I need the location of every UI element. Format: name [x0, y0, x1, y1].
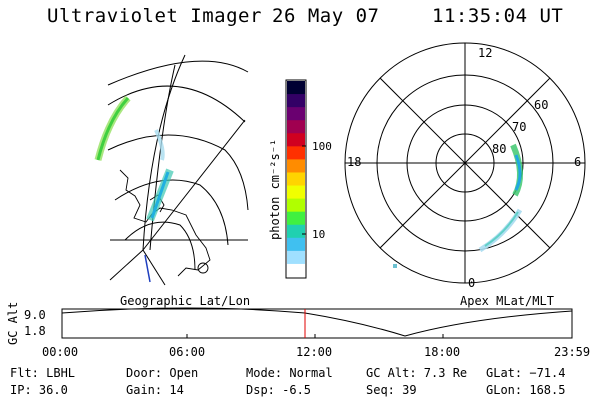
colorbar-segment — [287, 263, 305, 278]
timeline-xtick-0600: 06:00 — [169, 345, 206, 359]
geographic-panel-title: Geographic Lat/Lon — [120, 294, 251, 308]
lat-circle — [107, 134, 249, 211]
lat-label-60: 60 — [534, 98, 549, 112]
colorbar-tick-10: 10 — [312, 228, 326, 241]
colorbar-segment — [287, 250, 305, 265]
ice-shelf — [197, 262, 209, 274]
limb-arc — [107, 60, 249, 86]
colorbar-segment — [287, 185, 305, 200]
seq-field: Seq: 39 — [366, 383, 417, 397]
lat-circle — [124, 221, 196, 271]
timeline-ytick-min: 1.8 — [24, 324, 46, 338]
mlt-label-0: 0 — [468, 276, 476, 290]
mlt-label-18: 18 — [347, 155, 362, 169]
auroral-emission-polar — [393, 143, 523, 268]
colorbar — [285, 79, 307, 279]
mlt-diagonal — [379, 77, 551, 249]
timeline-ytick-max: 9.0 — [24, 308, 46, 322]
dsp-field: Dsp: -6.5 — [246, 383, 312, 397]
auroral-emission-geo — [94, 95, 174, 283]
gc-alt-field: GC Alt: 7.3 Re — [366, 366, 468, 380]
filter-field: Flt: LBHL — [10, 366, 76, 380]
lat-label-80: 80 — [492, 142, 507, 156]
meridian — [109, 249, 144, 281]
timeline-xtick-2359: 23:59 — [554, 345, 591, 359]
timeline-ylabel: GC Alt — [6, 301, 20, 345]
altitude-timeline — [61, 307, 573, 339]
timeline-xtick-1200: 12:00 — [296, 345, 333, 359]
coastline — [119, 169, 211, 277]
colorbar-segment — [287, 224, 305, 239]
colorbar-label: photon cm⁻²s⁻¹ — [268, 138, 282, 240]
instrument-title: Ultraviolet Imager — [47, 5, 262, 27]
timeline-xtick-1800: 18:00 — [424, 345, 461, 359]
mode-field: Mode: Normal — [246, 366, 333, 380]
door-field: Door: Open — [126, 366, 199, 380]
colorbar-segment — [287, 211, 305, 226]
colorbar-segment — [287, 198, 305, 213]
observation-time: 11:35:04 UT — [432, 5, 564, 27]
colorbar-segment — [287, 81, 305, 95]
timeline-xtick-0000: 00:00 — [42, 345, 79, 359]
colorbar-segment — [287, 107, 305, 121]
glat-field: GLat: −71.4 — [486, 366, 566, 380]
colorbar-segment — [287, 133, 305, 147]
colorbar-segment — [287, 159, 305, 173]
geographic-map — [107, 54, 249, 286]
colorbar-segment — [287, 120, 305, 134]
lat-label-70: 70 — [512, 120, 527, 134]
observation-date: 26 May 07 — [272, 5, 380, 27]
mlt-label-12: 12 — [478, 46, 493, 60]
altitude-curve — [61, 307, 573, 337]
mlt-label-6: 6 — [574, 155, 582, 169]
meridian — [142, 119, 246, 251]
colorbar-segment — [287, 172, 305, 187]
colorbar-segment — [287, 237, 305, 252]
colorbar-segment — [287, 94, 305, 108]
lat-circle — [114, 179, 229, 246]
ip-field: IP: 36.0 — [10, 383, 68, 397]
polar-panel-title: Apex MLat/MLT — [460, 294, 554, 308]
polar-plot — [344, 42, 586, 284]
glon-field: GLon: 168.5 — [486, 383, 566, 397]
colorbar-tick-100: 100 — [312, 140, 332, 153]
timeline-frame — [61, 308, 573, 339]
meridian — [142, 249, 166, 286]
lat-circle — [107, 85, 246, 123]
gain-field: Gain: 14 — [126, 383, 184, 397]
colorbar-segment — [287, 146, 305, 160]
